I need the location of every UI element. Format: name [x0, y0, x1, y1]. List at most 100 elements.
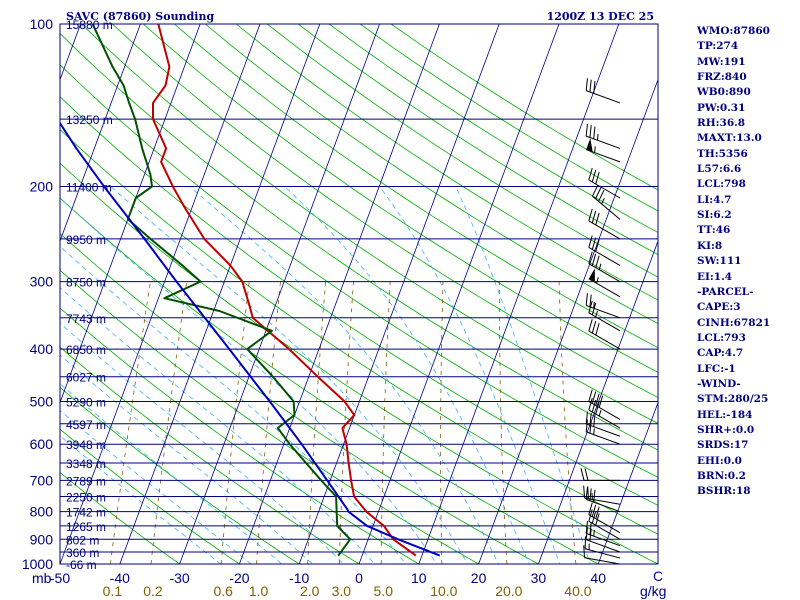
- wind-barb-feather: [591, 399, 597, 413]
- wind-barb: [580, 468, 620, 481]
- mixing-ratio-tick-label: 3.0: [332, 583, 352, 599]
- pressure-tick-label: 600: [30, 436, 54, 452]
- height-label: 1742 m: [66, 506, 106, 520]
- isotherm-line: [239, 24, 440, 564]
- wind-barb-feather: [595, 239, 600, 252]
- index-item: SW:111: [697, 255, 742, 268]
- wind-barb-staff: [588, 263, 621, 283]
- height-label: 2789 m: [66, 474, 106, 488]
- index-item: SI:6.2: [697, 209, 732, 222]
- wind-barb: [585, 293, 621, 319]
- wind-barb-feather: [588, 251, 593, 264]
- wind-barb-feather: [585, 293, 588, 306]
- height-label: 1265 m: [66, 520, 106, 534]
- index-item: HEL:-184: [697, 408, 753, 421]
- wind-barb-half-feather: [593, 302, 595, 309]
- wind-barb: [588, 251, 621, 283]
- height-label: 5290 m: [66, 395, 106, 409]
- wind-barb-half-feather: [595, 310, 598, 317]
- station-title: SAVC (87860) Sounding: [66, 10, 214, 23]
- wind-barb-feather: [595, 323, 600, 336]
- index-item: CINH:67821: [697, 316, 771, 329]
- pressure-tick-label: 200: [30, 179, 54, 195]
- moist-adiabat-line: [455, 186, 591, 564]
- wind-barb-feather: [583, 545, 586, 558]
- wind-barb-half-feather: [596, 134, 599, 141]
- wind-barb-feather: [591, 184, 599, 197]
- height-label: -66 m: [66, 558, 97, 572]
- index-item: L57:6.6: [697, 163, 742, 176]
- index-item: MAXT:13.0: [697, 132, 762, 145]
- isotherm-line: [0, 24, 21, 564]
- wind-barb-staff: [588, 520, 621, 540]
- index-item: FRZ:840: [697, 71, 747, 84]
- pressure-tick-label: 400: [30, 341, 54, 357]
- isotherm-line: [597, 401, 658, 564]
- wind-barb: [585, 419, 621, 445]
- wind-barb-half-feather: [593, 529, 595, 537]
- mixing-ratio-line: [380, 281, 391, 564]
- wind-barb-feather: [588, 397, 593, 411]
- index-item: RH:36.8: [697, 117, 746, 130]
- wind-barb-feather: [585, 78, 588, 91]
- sounding-time: 1200Z 13 DEC 25: [547, 10, 654, 23]
- wind-barb-feather: [585, 521, 588, 534]
- isotherm-line: [478, 78, 658, 564]
- wind-barb-feather: [588, 319, 593, 332]
- isotherm-line: [60, 24, 201, 404]
- index-item: WMO:87860: [697, 25, 770, 37]
- pressure-tick-label: 100: [30, 16, 54, 32]
- height-label: 6850 m: [66, 343, 106, 357]
- wind-barb: [588, 319, 621, 350]
- wind-barb-staff: [586, 423, 621, 437]
- index-item: BSHR:18: [697, 485, 751, 498]
- dry-adiabat-line: [60, 386, 300, 564]
- mixing-ratio-tick-label: 20.0: [495, 583, 522, 599]
- wind-barb-staff: [588, 179, 621, 199]
- temperature-tick-label: 20: [471, 570, 487, 586]
- mixing-ratio-line: [110, 281, 151, 564]
- wind-barb: [585, 78, 621, 104]
- isotherm-line: [358, 24, 560, 564]
- wind-barb-feather: [589, 420, 592, 434]
- wind-barb-half-feather: [593, 428, 595, 435]
- wind-barb: [588, 235, 621, 266]
- mixing-ratio-tick-label: 2.0: [300, 583, 320, 599]
- wind-barb-staff: [586, 532, 621, 547]
- wind-barb-feather: [593, 126, 596, 139]
- wind-barb-feather: [589, 522, 592, 535]
- index-item: TT:46: [697, 224, 731, 237]
- wind-barb-feather: [584, 468, 589, 481]
- dry-adiabat-line: [266, 24, 658, 278]
- mixing-ratio-tick-label: 0.6: [213, 583, 233, 599]
- wind-barb-staff: [584, 497, 621, 505]
- wind-barb-staff: [588, 247, 621, 266]
- index-item: EHI:0.0: [697, 454, 742, 467]
- moist-adiabat-line: [284, 186, 530, 564]
- sounding-profiles: [60, 24, 441, 557]
- wind-barb-feather: [595, 187, 602, 199]
- dry-adiabat-line: [60, 307, 420, 564]
- mixing-ratio-line: [440, 281, 444, 564]
- mixing-ratio-line: [307, 281, 326, 564]
- wind-barb-feather: [598, 189, 605, 202]
- mixing-ratio-tick-label: 0.1: [103, 583, 123, 599]
- moist-adiabat-line: [60, 197, 438, 564]
- temperature-unit-label: C: [653, 568, 663, 584]
- isotherm-line: [60, 24, 261, 564]
- wind-barb-half-feather: [598, 409, 602, 417]
- height-label: 11400 m: [66, 181, 112, 195]
- wind-barb: [585, 521, 621, 547]
- dry-adiabat-line: [60, 128, 658, 535]
- wind-barb-staff: [586, 305, 621, 319]
- moist-adiabat-line: [110, 186, 469, 564]
- wind-barb: [588, 389, 621, 420]
- wind-barb-feather: [591, 253, 597, 266]
- isotherm-line: [538, 239, 658, 564]
- dry-adiabat-line: [143, 24, 658, 373]
- wind-barb-feather: [591, 302, 597, 315]
- pressure-tick-label: 800: [30, 504, 54, 520]
- height-label: 9950 m: [66, 233, 106, 247]
